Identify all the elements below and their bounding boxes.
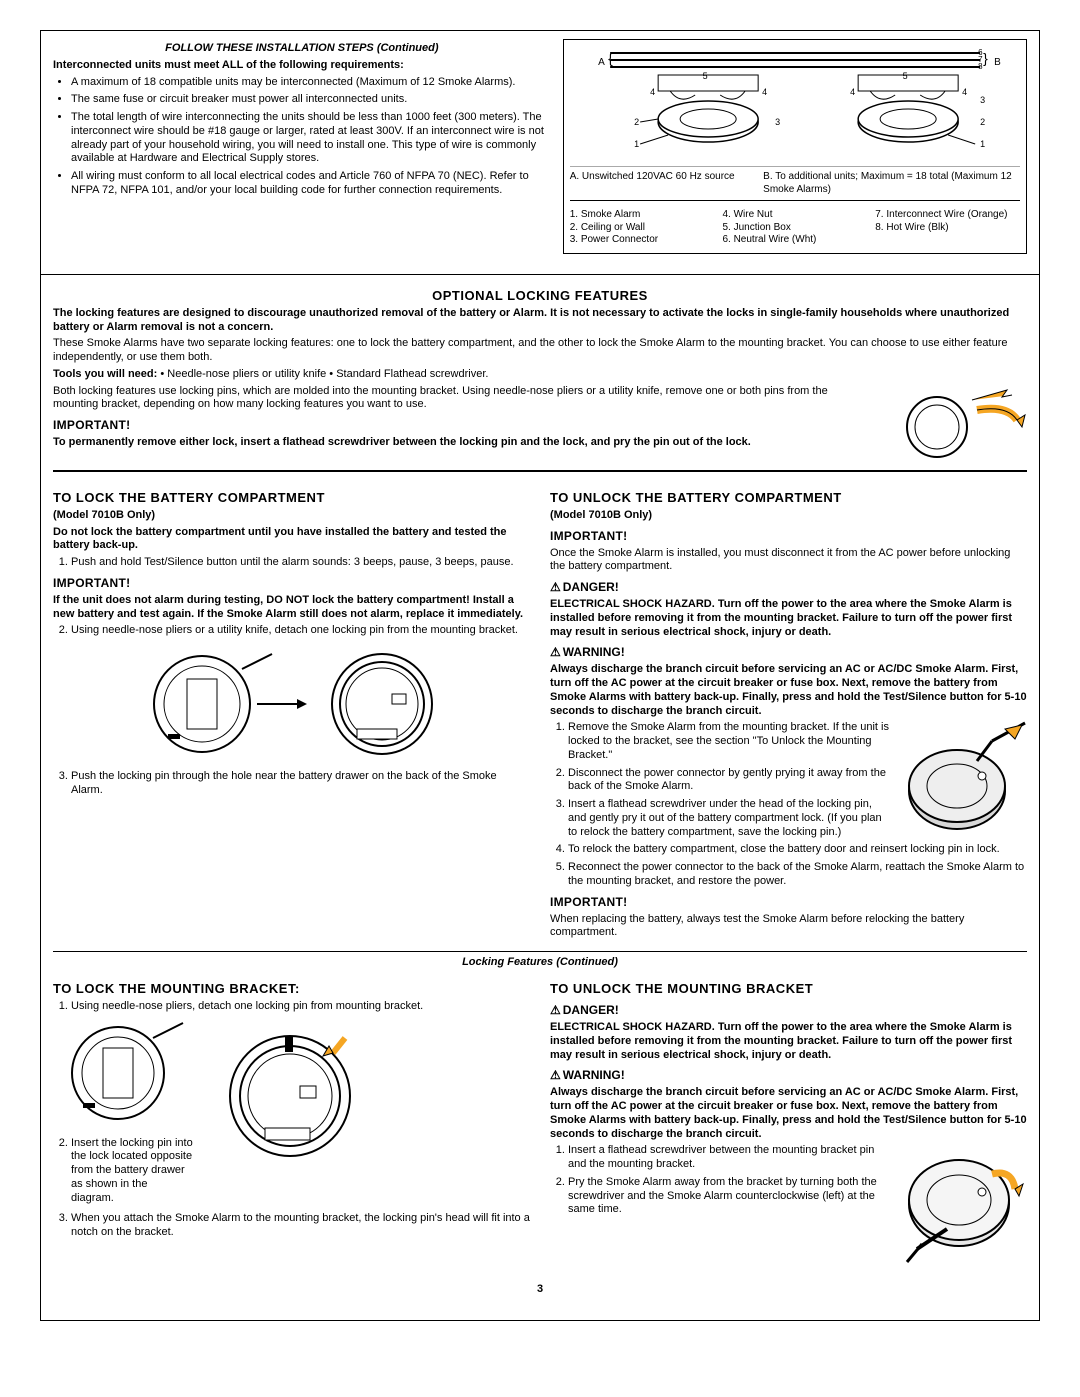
lock-batt-steps2: Using needle-nose pliers or a utility kn…: [71, 624, 530, 638]
lock-battery-col: TO LOCK THE BATTERY COMPARTMENT (Model 7…: [53, 482, 530, 944]
unlock-batt-danger: ELECTRICAL SHOCK HAZARD. Turn off the po…: [550, 598, 1027, 639]
unlock-batt-step: To relock the battery compartment, close…: [568, 843, 1027, 857]
page-number: 3: [53, 1283, 1027, 1297]
legend-item: 1. Smoke Alarm: [570, 209, 715, 222]
interconnect-bullet: The same fuse or circuit breaker must po…: [71, 93, 551, 107]
lock-batt-warn1: Do not lock the battery compartment unti…: [53, 526, 530, 554]
lock-batt-title: TO LOCK THE BATTERY COMPARTMENT: [53, 490, 530, 506]
optional-tools: Tools you will need: • Needle-nose plier…: [53, 368, 1027, 382]
optional-title: OPTIONAL LOCKING FEATURES: [53, 288, 1027, 304]
wiring-diagram-box: A { } B 6 7 8 5 4 4: [563, 39, 1027, 254]
svg-text:1: 1: [980, 139, 985, 149]
unlock-mount-col: TO UNLOCK THE MOUNTING BRACKET DANGER! E…: [550, 973, 1027, 1274]
unlock-batt-model: (Model 7010B Only): [550, 509, 1027, 523]
unlock-batt-step: Reconnect the power connector to the bac…: [568, 861, 1027, 889]
svg-text:4: 4: [762, 87, 767, 97]
diagram-key-b: B. To additional units; Maximum = 18 tot…: [763, 171, 1020, 196]
svg-text:4: 4: [650, 87, 655, 97]
svg-text:4: 4: [850, 87, 855, 97]
install-steps-col: FOLLOW THESE INSTALLATION STEPS (Continu…: [53, 39, 551, 254]
lock-batt-steps3: Push the locking pin through the hole ne…: [71, 770, 530, 798]
lock-batt-warn2: If the unit does not alarm during testin…: [53, 594, 530, 622]
lock-batt-step: Push the locking pin through the hole ne…: [71, 770, 530, 798]
important-label: IMPORTANT!: [53, 576, 530, 591]
unlock-batt-illustration: [897, 721, 1027, 836]
lock-mount-bracket-illus: [53, 1018, 193, 1128]
danger-label: DANGER!: [550, 580, 1027, 595]
svg-text:2: 2: [980, 117, 985, 127]
interconnect-bullet: A maximum of 18 compatible units may be …: [71, 76, 551, 90]
lock-mount-col: TO LOCK THE MOUNTING BRACKET: Using need…: [53, 973, 530, 1274]
interconnect-list: A maximum of 18 compatible units may be …: [71, 76, 551, 198]
battery-section: TO LOCK THE BATTERY COMPARTMENT (Model 7…: [53, 482, 1027, 944]
install-header: FOLLOW THESE INSTALLATION STEPS (Continu…: [53, 42, 551, 56]
unlock-mount-illustration: [897, 1144, 1027, 1269]
lock-batt-illustration: [53, 644, 530, 764]
legend-item: 3. Power Connector: [570, 234, 715, 247]
unlock-batt-warning: Always discharge the branch circuit befo…: [550, 663, 1027, 718]
svg-text:8: 8: [978, 62, 983, 71]
important-label: IMPORTANT!: [550, 529, 1027, 544]
svg-text:1: 1: [634, 139, 639, 149]
svg-text:2: 2: [634, 117, 639, 127]
lock-mount-step: Insert the locking pin into the lock loc…: [71, 1137, 193, 1206]
svg-text:4: 4: [962, 87, 967, 97]
optional-intro-bold: The locking features are designed to dis…: [53, 307, 1027, 335]
svg-text:5: 5: [902, 71, 907, 81]
danger-label: DANGER!: [550, 1003, 1027, 1018]
lock-mount-title: TO LOCK THE MOUNTING BRACKET:: [53, 981, 530, 997]
interconnect-intro: Interconnected units must meet ALL of th…: [53, 59, 551, 73]
svg-text:5: 5: [702, 71, 707, 81]
svg-text:3: 3: [775, 117, 780, 127]
unlock-battery-col: TO UNLOCK THE BATTERY COMPARTMENT (Model…: [550, 482, 1027, 944]
warning-label: WARNING!: [550, 1068, 1027, 1083]
lock-batt-model: (Model 7010B Only): [53, 509, 530, 523]
svg-text:A: A: [598, 57, 605, 68]
top-row: FOLLOW THESE INSTALLATION STEPS (Continu…: [53, 39, 1027, 254]
interconnect-bullet: All wiring must conform to all local ele…: [71, 170, 551, 198]
unlock-mount-title: TO UNLOCK THE MOUNTING BRACKET: [550, 981, 1027, 997]
unlock-mount-warning: Always discharge the branch circuit befo…: [550, 1086, 1027, 1141]
lock-batt-steps: Push and hold Test/Silence button until …: [71, 556, 530, 570]
bracket-pin-illustration: [877, 385, 1027, 460]
unlock-batt-impend: When replacing the battery, always test …: [550, 913, 1027, 941]
svg-text:B: B: [994, 57, 1001, 68]
interconnect-bullet: The total length of wire interconnecting…: [71, 111, 551, 166]
legend-item: 6. Neutral Wire (Wht): [722, 234, 867, 247]
wiring-diagram: A { } B 6 7 8 5 4 4: [570, 46, 1020, 167]
unlock-batt-title: TO UNLOCK THE BATTERY COMPARTMENT: [550, 490, 1027, 506]
optional-p1: These Smoke Alarms have two separate loc…: [53, 337, 1027, 365]
legend-item: 8. Hot Wire (Blk): [875, 222, 1020, 235]
lock-mount-step: When you attach the Smoke Alarm to the m…: [71, 1212, 530, 1240]
optional-section: OPTIONAL LOCKING FEATURES The locking fe…: [40, 274, 1040, 1322]
legend-item: 7. Interconnect Wire (Orange): [875, 209, 1020, 222]
mounting-section: TO LOCK THE MOUNTING BRACKET: Using need…: [53, 973, 1027, 1274]
legend-item: 5. Junction Box: [722, 222, 867, 235]
warning-label: WARNING!: [550, 645, 1027, 660]
svg-text:3: 3: [980, 95, 985, 105]
lock-mount-steps: Using needle-nose pliers, detach one loc…: [71, 1000, 530, 1014]
legend-item: 2. Ceiling or Wall: [570, 222, 715, 235]
diagram-key-a: A. Unswitched 120VAC 60 Hz source: [570, 171, 753, 196]
unlock-batt-imp1: Once the Smoke Alarm is installed, you m…: [550, 547, 1027, 575]
lock-mount-step: Using needle-nose pliers, detach one loc…: [71, 1000, 530, 1014]
unlock-mount-danger: ELECTRICAL SHOCK HAZARD. Turn off the po…: [550, 1021, 1027, 1062]
legend-item: 4. Wire Nut: [722, 209, 867, 222]
important-label: IMPORTANT!: [550, 895, 1027, 910]
lock-batt-step: Using needle-nose pliers or a utility kn…: [71, 624, 530, 638]
locking-continued: Locking Features (Continued): [53, 956, 1027, 970]
svg-text:{: {: [608, 50, 613, 66]
svg-text:}: }: [983, 50, 988, 66]
lock-batt-step: Push and hold Test/Silence button until …: [71, 556, 530, 570]
lock-mount-alarm-illus: [205, 1018, 375, 1168]
page-border: FOLLOW THESE INSTALLATION STEPS (Continu…: [40, 30, 1040, 275]
